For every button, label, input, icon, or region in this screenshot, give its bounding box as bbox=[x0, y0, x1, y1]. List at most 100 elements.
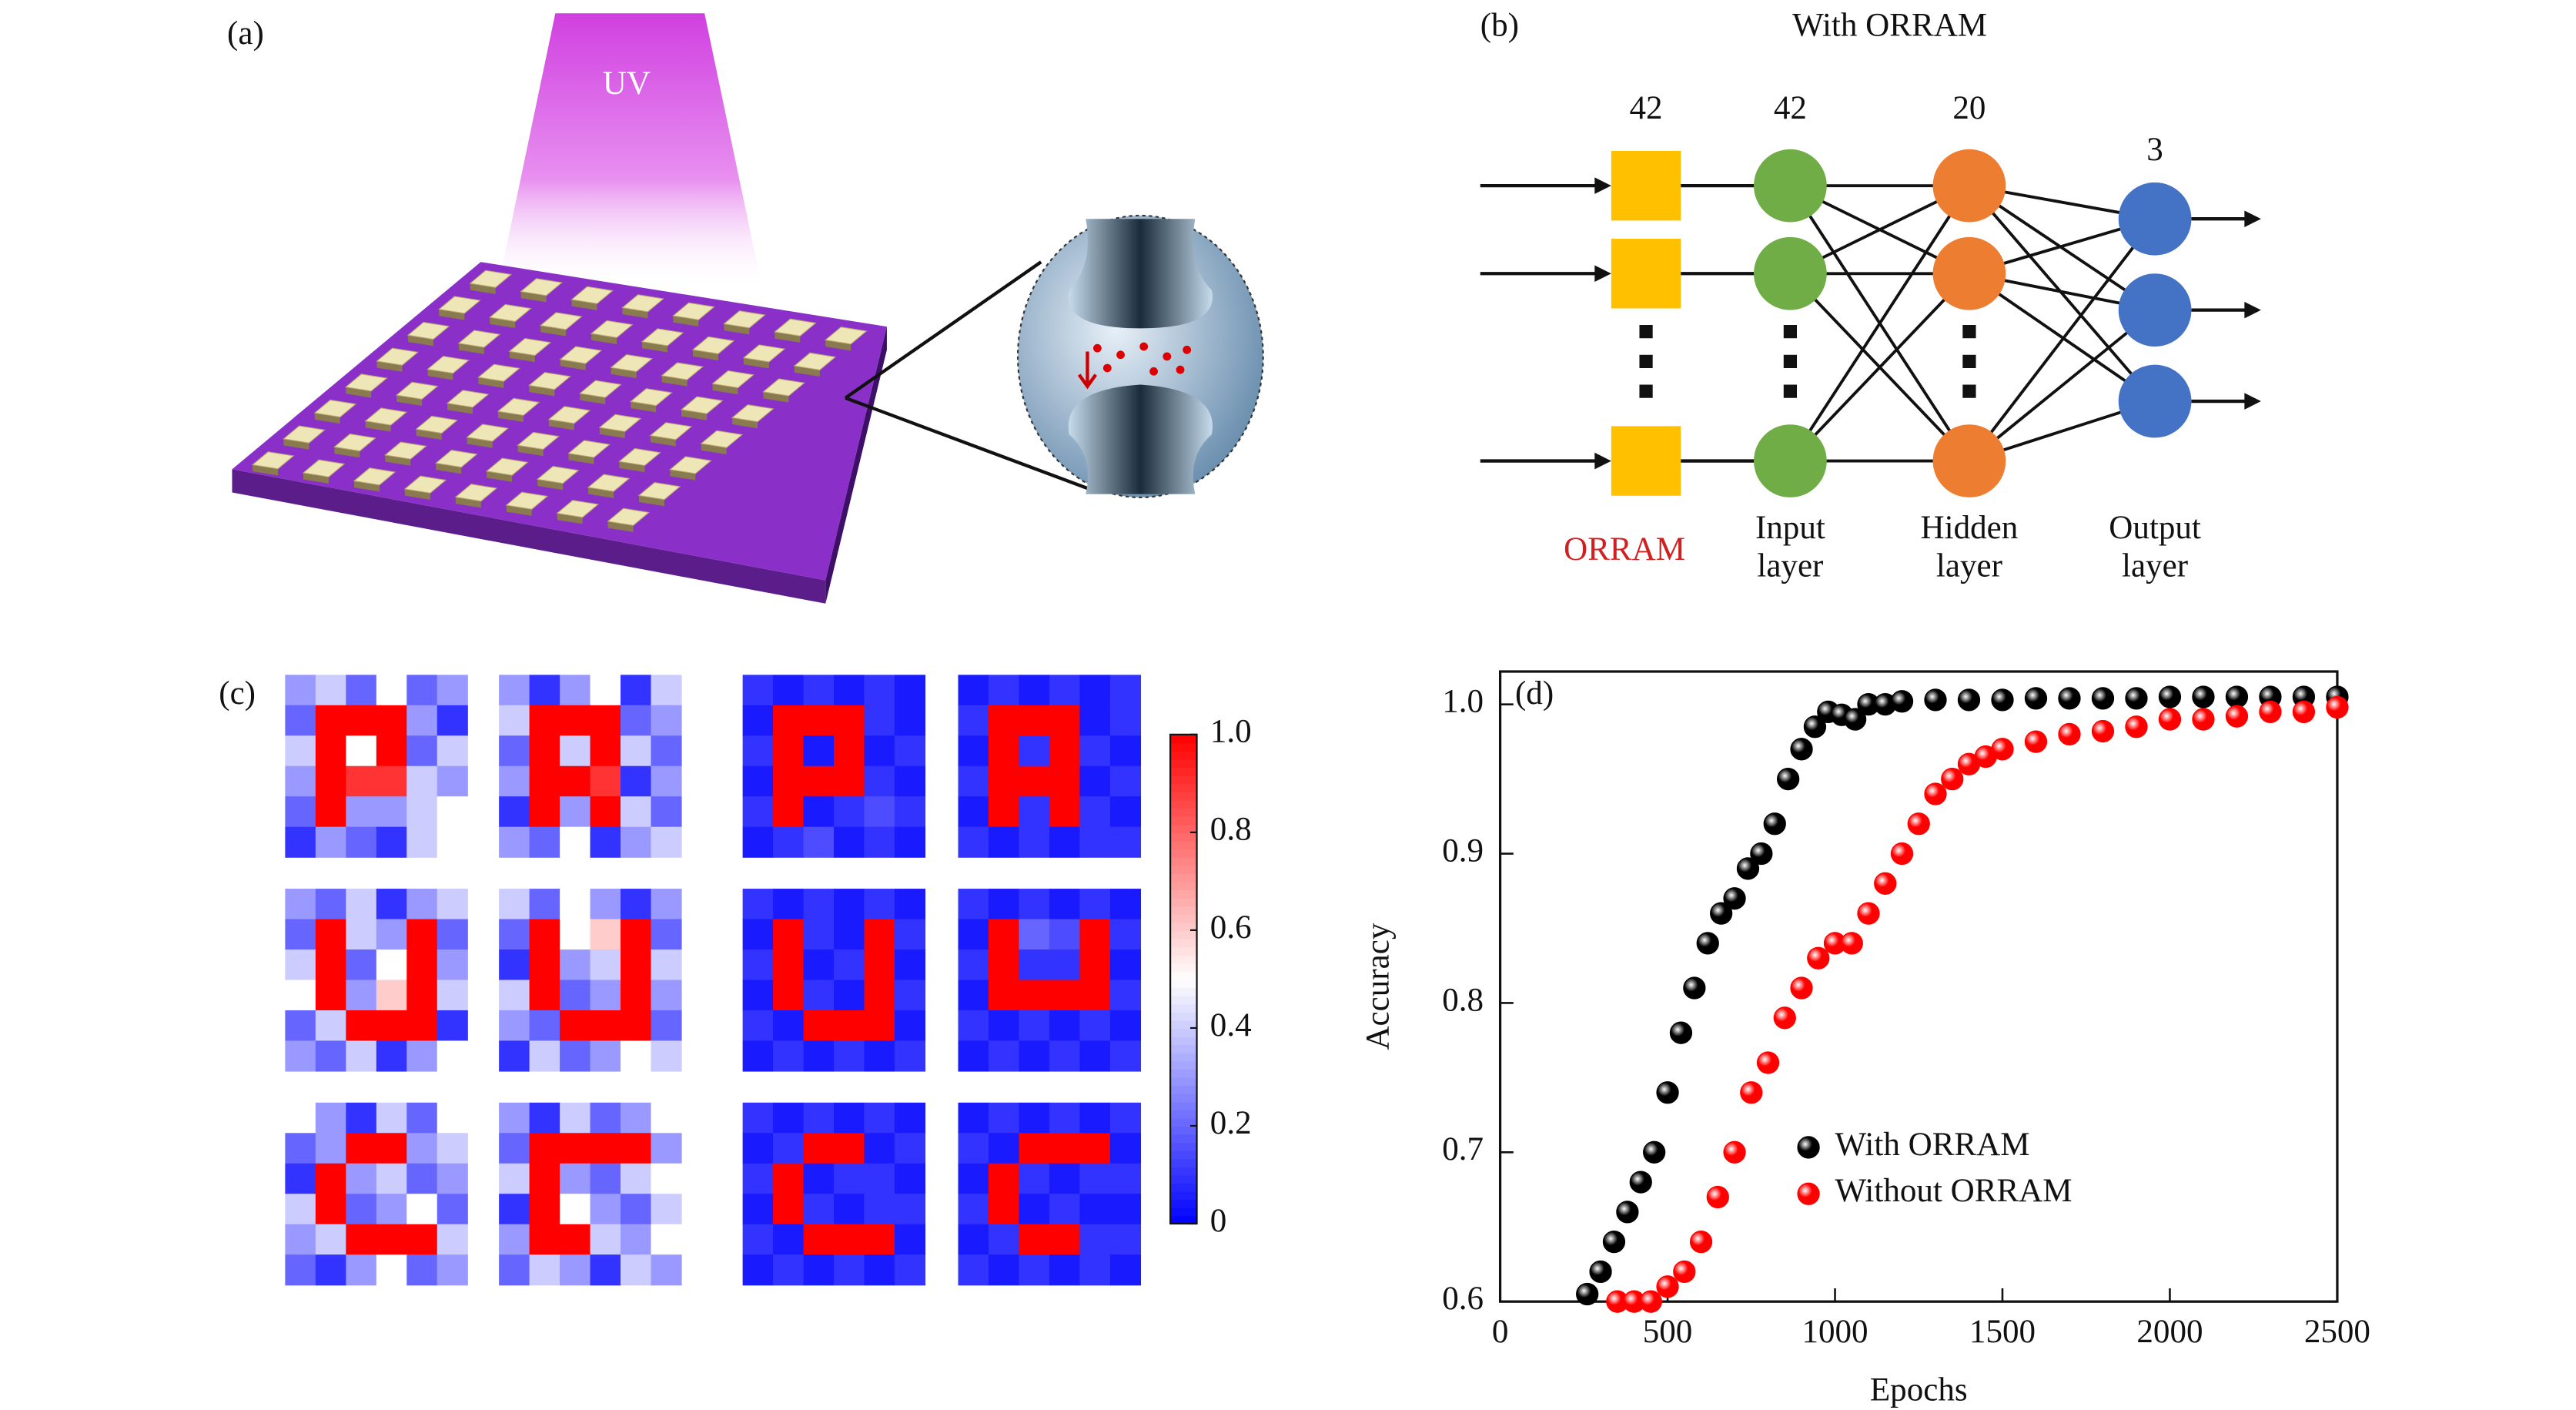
heat-cell bbox=[315, 949, 346, 981]
heat-cell bbox=[406, 735, 438, 767]
layer-count: 42 bbox=[1630, 90, 1663, 126]
heat-cell bbox=[621, 1224, 652, 1255]
heat-cell bbox=[742, 826, 774, 858]
pad-side bbox=[692, 350, 718, 361]
pad-side bbox=[599, 427, 625, 438]
heat-cell bbox=[742, 919, 774, 950]
pad-side bbox=[825, 340, 851, 351]
colorbar-segment bbox=[1170, 979, 1197, 989]
heat-cell bbox=[346, 1133, 377, 1164]
colorbar-segment bbox=[1170, 1036, 1197, 1046]
heat-cell bbox=[803, 826, 835, 858]
heat-cell bbox=[864, 1102, 895, 1134]
input-node bbox=[1754, 149, 1827, 223]
data-point bbox=[1706, 1185, 1729, 1209]
heat-cell bbox=[590, 675, 621, 706]
pad bbox=[457, 330, 501, 348]
panel-label: (c) bbox=[219, 675, 256, 712]
pad bbox=[762, 378, 805, 397]
accuracy-panel: (d) 0 500 1000 1500 2000 2500 0.6 0.7 0.8 0.9 1.0 Ep… bbox=[1360, 670, 2370, 1408]
heat-cell bbox=[958, 675, 989, 706]
heat-cell bbox=[742, 1224, 774, 1255]
y-axis-label: Accuracy bbox=[1360, 923, 1396, 1050]
pad bbox=[302, 459, 346, 477]
data-point bbox=[1924, 688, 1947, 712]
heat-cell bbox=[1049, 1254, 1081, 1286]
heat-cell bbox=[1109, 949, 1142, 981]
pad-side bbox=[385, 454, 411, 466]
heat-cell bbox=[437, 1194, 468, 1225]
data-point bbox=[1696, 932, 1719, 955]
heat-cell bbox=[376, 796, 407, 828]
output-node bbox=[2118, 364, 2192, 438]
heat-cell bbox=[590, 1194, 621, 1225]
pad bbox=[446, 390, 490, 408]
heat-cell bbox=[529, 796, 560, 828]
output-node bbox=[2118, 273, 2192, 347]
heat-cell bbox=[590, 949, 621, 981]
heat-cell bbox=[499, 919, 530, 950]
pad bbox=[508, 337, 552, 357]
heat-cell bbox=[834, 1010, 865, 1042]
pad-side bbox=[407, 335, 433, 347]
pad-side bbox=[548, 419, 574, 430]
pad bbox=[598, 414, 642, 432]
heat-cell bbox=[499, 735, 530, 767]
pad bbox=[691, 336, 735, 354]
heat-cell bbox=[742, 949, 774, 981]
colorbar-segment bbox=[1170, 1109, 1197, 1119]
pad bbox=[559, 346, 603, 364]
heat-cell bbox=[834, 765, 865, 797]
heat-cell bbox=[285, 735, 316, 767]
heat-cell bbox=[376, 1010, 407, 1042]
layer-label: layer bbox=[1936, 548, 2002, 584]
pad bbox=[485, 457, 529, 476]
heat-cell bbox=[1049, 765, 1081, 797]
pad-side bbox=[334, 447, 360, 458]
heat-cell bbox=[742, 1040, 774, 1072]
heat-cell bbox=[803, 1224, 835, 1255]
colorbar-segment bbox=[1170, 1003, 1197, 1013]
pad-side bbox=[701, 444, 727, 454]
heat-cell bbox=[376, 919, 407, 950]
heat-cell bbox=[315, 765, 346, 797]
heat-cell bbox=[621, 889, 652, 920]
data-point bbox=[1991, 738, 2014, 761]
heat-cell bbox=[894, 1194, 926, 1225]
heat-cell bbox=[590, 980, 621, 1011]
colorbar-segment bbox=[1170, 995, 1197, 1005]
pad bbox=[517, 431, 560, 450]
heat-cell bbox=[651, 796, 682, 828]
heat-cell bbox=[346, 1163, 377, 1194]
colorbar-segment bbox=[1170, 840, 1197, 850]
heat-cell bbox=[1079, 1040, 1111, 1072]
heat-cell bbox=[437, 1254, 468, 1286]
heat-cell bbox=[529, 919, 560, 950]
heat-cell bbox=[834, 735, 865, 767]
heat-cell bbox=[560, 1102, 591, 1134]
pad bbox=[793, 352, 837, 370]
heat-cell bbox=[499, 1194, 530, 1225]
heat-cell bbox=[621, 949, 652, 981]
heat-cell bbox=[803, 1133, 835, 1164]
heat-cell bbox=[834, 1133, 865, 1164]
colorbar-segment bbox=[1170, 1150, 1197, 1160]
heat-cell bbox=[529, 889, 560, 920]
heat-cell bbox=[1109, 1163, 1142, 1194]
heat-cell bbox=[742, 1102, 774, 1134]
heat-cell bbox=[989, 705, 1020, 736]
ellipsis-dot bbox=[1962, 384, 1976, 398]
pad bbox=[251, 451, 295, 470]
layer-label: Input bbox=[1755, 510, 1825, 546]
colorbar-segment bbox=[1170, 742, 1197, 752]
colorbar-segment bbox=[1170, 1085, 1197, 1094]
pad bbox=[488, 303, 532, 323]
heat-cell bbox=[437, 705, 468, 736]
heat-cell bbox=[894, 919, 926, 950]
data-point bbox=[1890, 690, 1914, 713]
heat-cell bbox=[315, 1194, 346, 1225]
heat-cell bbox=[894, 1102, 926, 1134]
pad-side bbox=[591, 333, 617, 345]
heat-cell bbox=[560, 1133, 591, 1164]
data-point bbox=[1673, 1260, 1696, 1284]
